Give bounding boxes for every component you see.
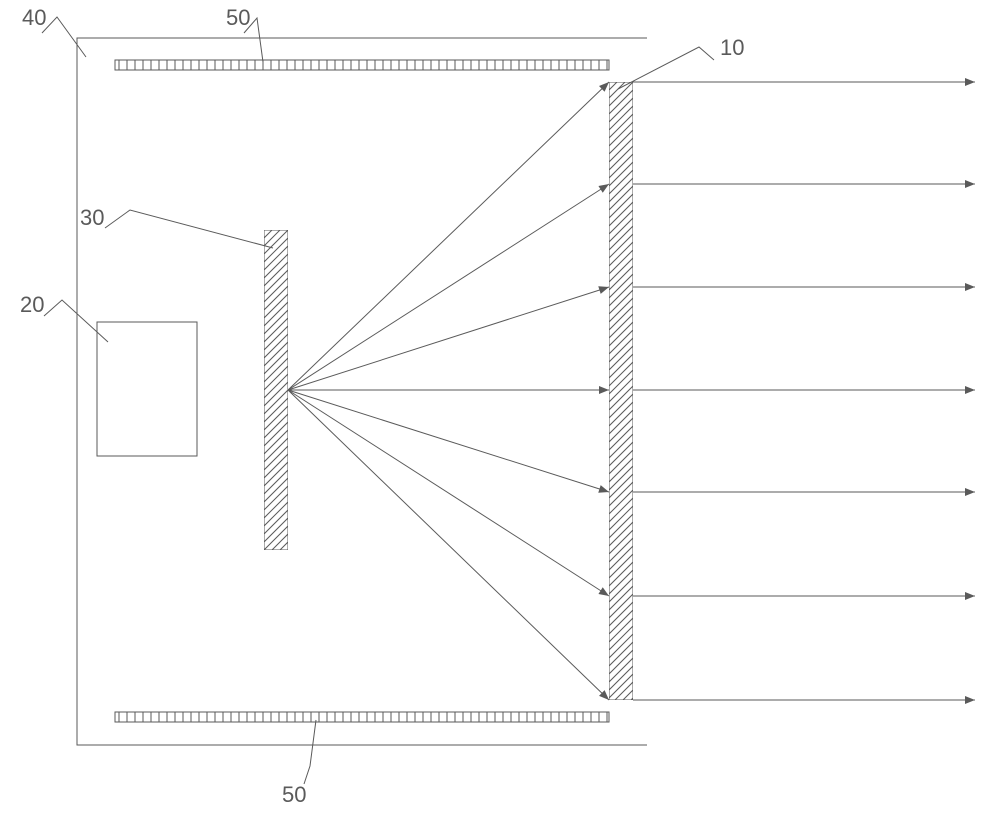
leader-l50b [304, 720, 316, 784]
label-l50b: 50 [282, 782, 306, 807]
ray-out-1 [633, 180, 975, 188]
ray-out-6 [633, 696, 975, 704]
leader-l30 [105, 210, 273, 248]
label-l40: 40 [22, 5, 46, 30]
leader-l40 [42, 17, 86, 57]
label-l20: 20 [20, 292, 44, 317]
ray-out-5 [633, 592, 975, 600]
ray-out-0 [633, 78, 975, 86]
left-block [97, 322, 197, 456]
ray-in-4 [288, 390, 609, 493]
ray-in-3 [288, 386, 609, 394]
ray-in-2 [288, 286, 609, 390]
label-l30: 30 [80, 205, 104, 230]
outer-box [77, 38, 647, 745]
ray-out-3 [633, 386, 975, 394]
label-l10: 10 [720, 35, 744, 60]
ray-out-4 [633, 488, 975, 496]
right-plate [0, 82, 1000, 700]
ray-in-1 [288, 184, 609, 390]
leader-l20 [44, 300, 108, 342]
top-strip [115, 60, 609, 70]
ray-in-6 [288, 390, 609, 700]
ray-in-5 [288, 390, 609, 596]
label-l50a: 50 [226, 5, 250, 30]
ray-out-2 [633, 283, 975, 291]
ray-in-0 [288, 82, 609, 390]
bottom-strip [115, 712, 609, 722]
